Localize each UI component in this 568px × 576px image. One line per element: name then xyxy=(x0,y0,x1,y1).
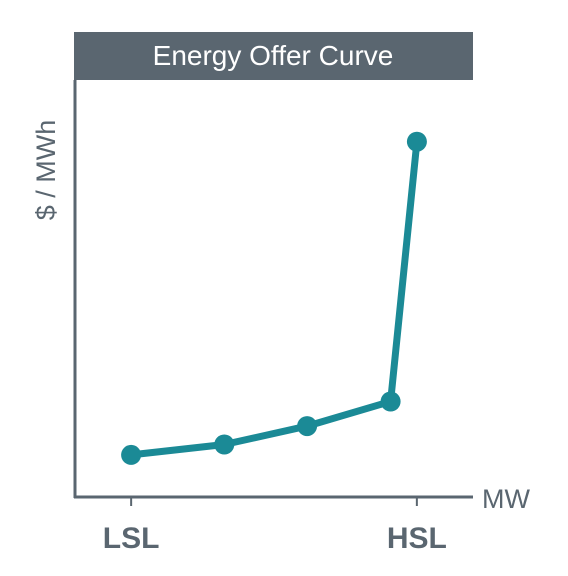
data-point xyxy=(121,444,142,465)
offer-curve-series xyxy=(121,131,427,465)
data-point xyxy=(380,391,401,412)
data-point xyxy=(297,416,318,437)
y-axis-label: $ / MWh xyxy=(31,120,61,221)
data-point xyxy=(406,131,427,152)
x-tick-label-lsl: LSL xyxy=(103,522,160,555)
data-point xyxy=(214,434,235,455)
title-bar xyxy=(74,32,473,80)
series-line xyxy=(127,138,421,459)
x-tick-label-hsl: HSL xyxy=(387,522,447,555)
x-axis-label: MW xyxy=(482,484,530,514)
chart-title: Energy Offer Curve xyxy=(153,40,394,71)
